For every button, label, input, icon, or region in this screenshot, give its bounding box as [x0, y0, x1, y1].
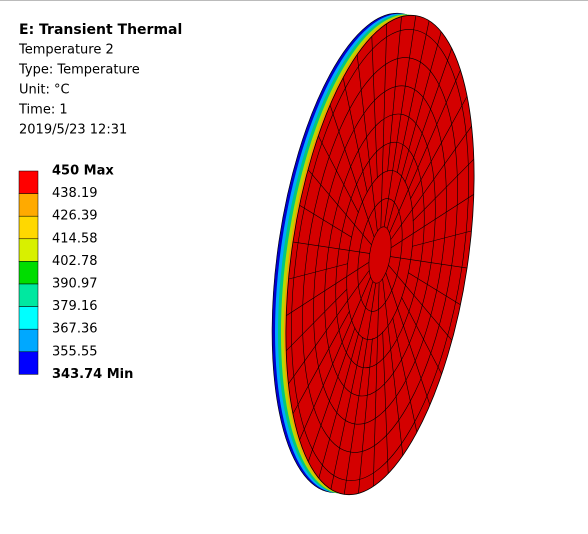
mesh-line	[291, 310, 350, 417]
header-info: Temperature 2 Type: Temperature Unit: °C Ti…	[18, 43, 140, 138]
mesh-line	[286, 263, 349, 280]
legend-label: 426.39	[52, 209, 98, 224]
legend-label: 390.97	[52, 277, 98, 292]
legend-label: 343.74 Min	[52, 367, 133, 382]
mesh	[284, 13, 476, 497]
mesh-line	[358, 338, 373, 496]
mesh-line	[410, 93, 469, 200]
header-line: Time: 1	[18, 103, 68, 118]
mesh-line	[389, 67, 462, 233]
mesh-line	[388, 265, 454, 343]
legend-label: 355.55	[52, 344, 98, 359]
mesh-line	[286, 270, 370, 387]
mesh-line	[307, 327, 356, 465]
legend-label: 402.78	[52, 254, 98, 269]
legend-band	[18, 261, 39, 285]
legend-label: 414.58	[52, 231, 98, 246]
mesh-line	[382, 331, 389, 477]
mesh-line	[342, 74, 368, 193]
mesh-line	[356, 51, 378, 231]
legend: 450 Max 438.19 426.39 414.58 402.78 390.97 379…	[18, 164, 133, 382]
mesh-line	[290, 241, 370, 254]
legend-band	[18, 306, 39, 330]
legend-label: 367.36	[52, 322, 98, 337]
mesh-line	[412, 157, 476, 222]
mesh-line	[343, 283, 377, 497]
header-line: Unit: °C	[19, 83, 70, 98]
result-title: E: Transient Thermal	[19, 22, 182, 38]
legend-label: 450 Max	[52, 164, 114, 179]
mesh-line	[317, 281, 373, 481]
mesh-line	[383, 13, 417, 227]
mesh-line	[371, 33, 378, 179]
legend-label: 379.16	[52, 299, 98, 314]
legend-band	[18, 283, 39, 307]
legend-band	[18, 193, 39, 217]
mesh-line	[284, 288, 348, 353]
mesh-line	[284, 262, 369, 318]
mesh-line	[390, 256, 470, 269]
mesh-line	[385, 273, 432, 408]
mesh-line	[407, 272, 463, 307]
legend-band	[18, 238, 39, 262]
disk-model	[271, 12, 476, 497]
mesh-line	[391, 192, 476, 248]
mesh-line	[404, 45, 453, 183]
mesh-line	[297, 203, 353, 238]
header-line: 2019/5/23 12:31	[19, 123, 127, 138]
mesh-line	[328, 102, 375, 237]
legend-band	[18, 351, 39, 375]
mesh-line	[298, 277, 371, 443]
mesh-line	[382, 279, 404, 459]
mesh-line	[390, 123, 474, 240]
mesh-line	[387, 14, 402, 172]
legend-label: 438.19	[52, 186, 98, 201]
mesh-line	[380, 21, 388, 228]
mesh-line	[392, 317, 418, 436]
mesh-line	[330, 336, 364, 492]
header-line: Type: Temperature	[18, 63, 140, 78]
mesh-line	[372, 282, 380, 489]
mesh-line	[387, 29, 443, 229]
mesh-line	[316, 133, 359, 214]
legend-band	[18, 170, 39, 194]
mesh-ring	[368, 226, 392, 284]
legend-band	[18, 215, 39, 240]
header-line: Temperature 2	[18, 43, 114, 58]
legend-band	[18, 328, 39, 353]
mesh-line	[306, 167, 372, 245]
mesh-line	[411, 230, 474, 247]
mesh-line	[396, 18, 430, 174]
mesh-line	[401, 296, 444, 377]
